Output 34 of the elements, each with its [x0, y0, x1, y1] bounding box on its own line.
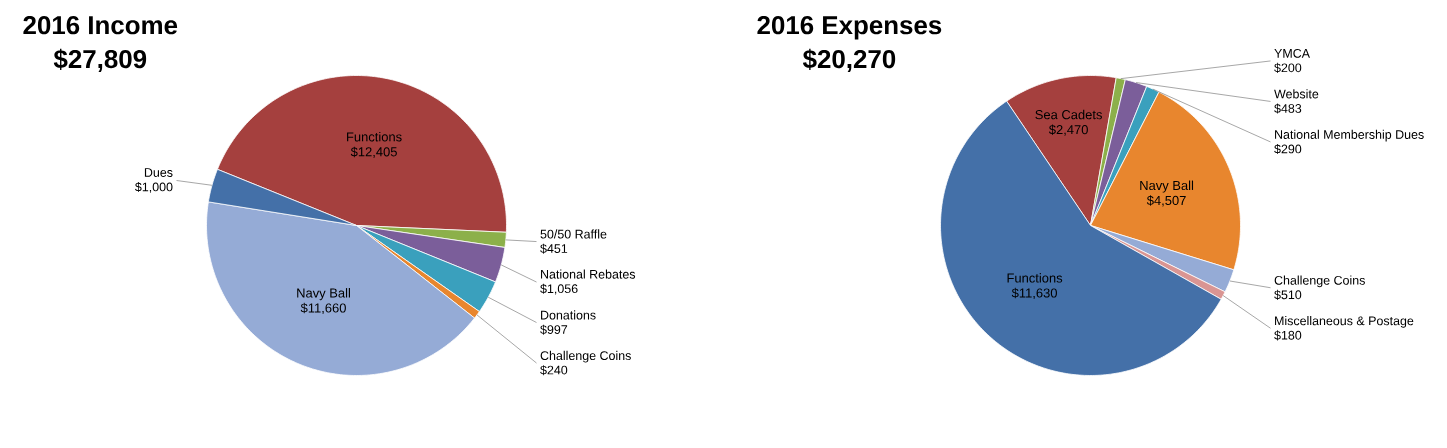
chart-title: 2016 Income	[23, 16, 178, 35]
data-label: $451	[540, 243, 568, 254]
slice-label: Miscellaneous & Postage	[1275, 316, 1414, 328]
data-label: $240	[540, 365, 568, 376]
data-label: $200	[1274, 62, 1302, 73]
chart-subtitle: $27,809	[53, 48, 147, 72]
slice-label: Sea Cadets	[1035, 109, 1102, 120]
data-label: $180	[1274, 330, 1302, 341]
slice-label: Dues	[144, 168, 173, 177]
chart-subtitle: $20,270	[802, 48, 896, 72]
slice-label: Challenge Coins	[1274, 275, 1365, 288]
data-label: $510	[1274, 289, 1302, 300]
data-label: $997	[540, 324, 568, 335]
data-label: $4,507	[1146, 195, 1186, 207]
slice-label: Navy Ball	[1140, 180, 1194, 193]
data-label: $11,630	[1011, 287, 1057, 300]
slice-label: Functions	[347, 131, 402, 142]
data-label: $1,000	[135, 181, 173, 193]
slice-label: National Rebates	[541, 269, 636, 279]
data-label: $12,405	[350, 146, 397, 158]
slice-label: Website	[1274, 89, 1319, 99]
slice-label: Functions	[1007, 273, 1063, 283]
slice-label: Donations	[541, 310, 596, 320]
slice-label: Navy Ball	[297, 288, 350, 301]
slice-label: National Membership Dues	[1275, 129, 1424, 142]
data-label: $11,660	[300, 302, 346, 315]
slice-label: 50/50 Raffle	[540, 229, 607, 239]
slice-label: YMCA	[1274, 48, 1310, 58]
chart-title: 2016 Expenses	[757, 16, 942, 40]
data-label: $290	[1274, 144, 1302, 155]
data-label: $483	[1274, 103, 1302, 114]
slice-label: Challenge Coins	[540, 350, 631, 363]
data-label: $1,056	[540, 283, 578, 295]
data-label: $2,470	[1048, 124, 1088, 136]
